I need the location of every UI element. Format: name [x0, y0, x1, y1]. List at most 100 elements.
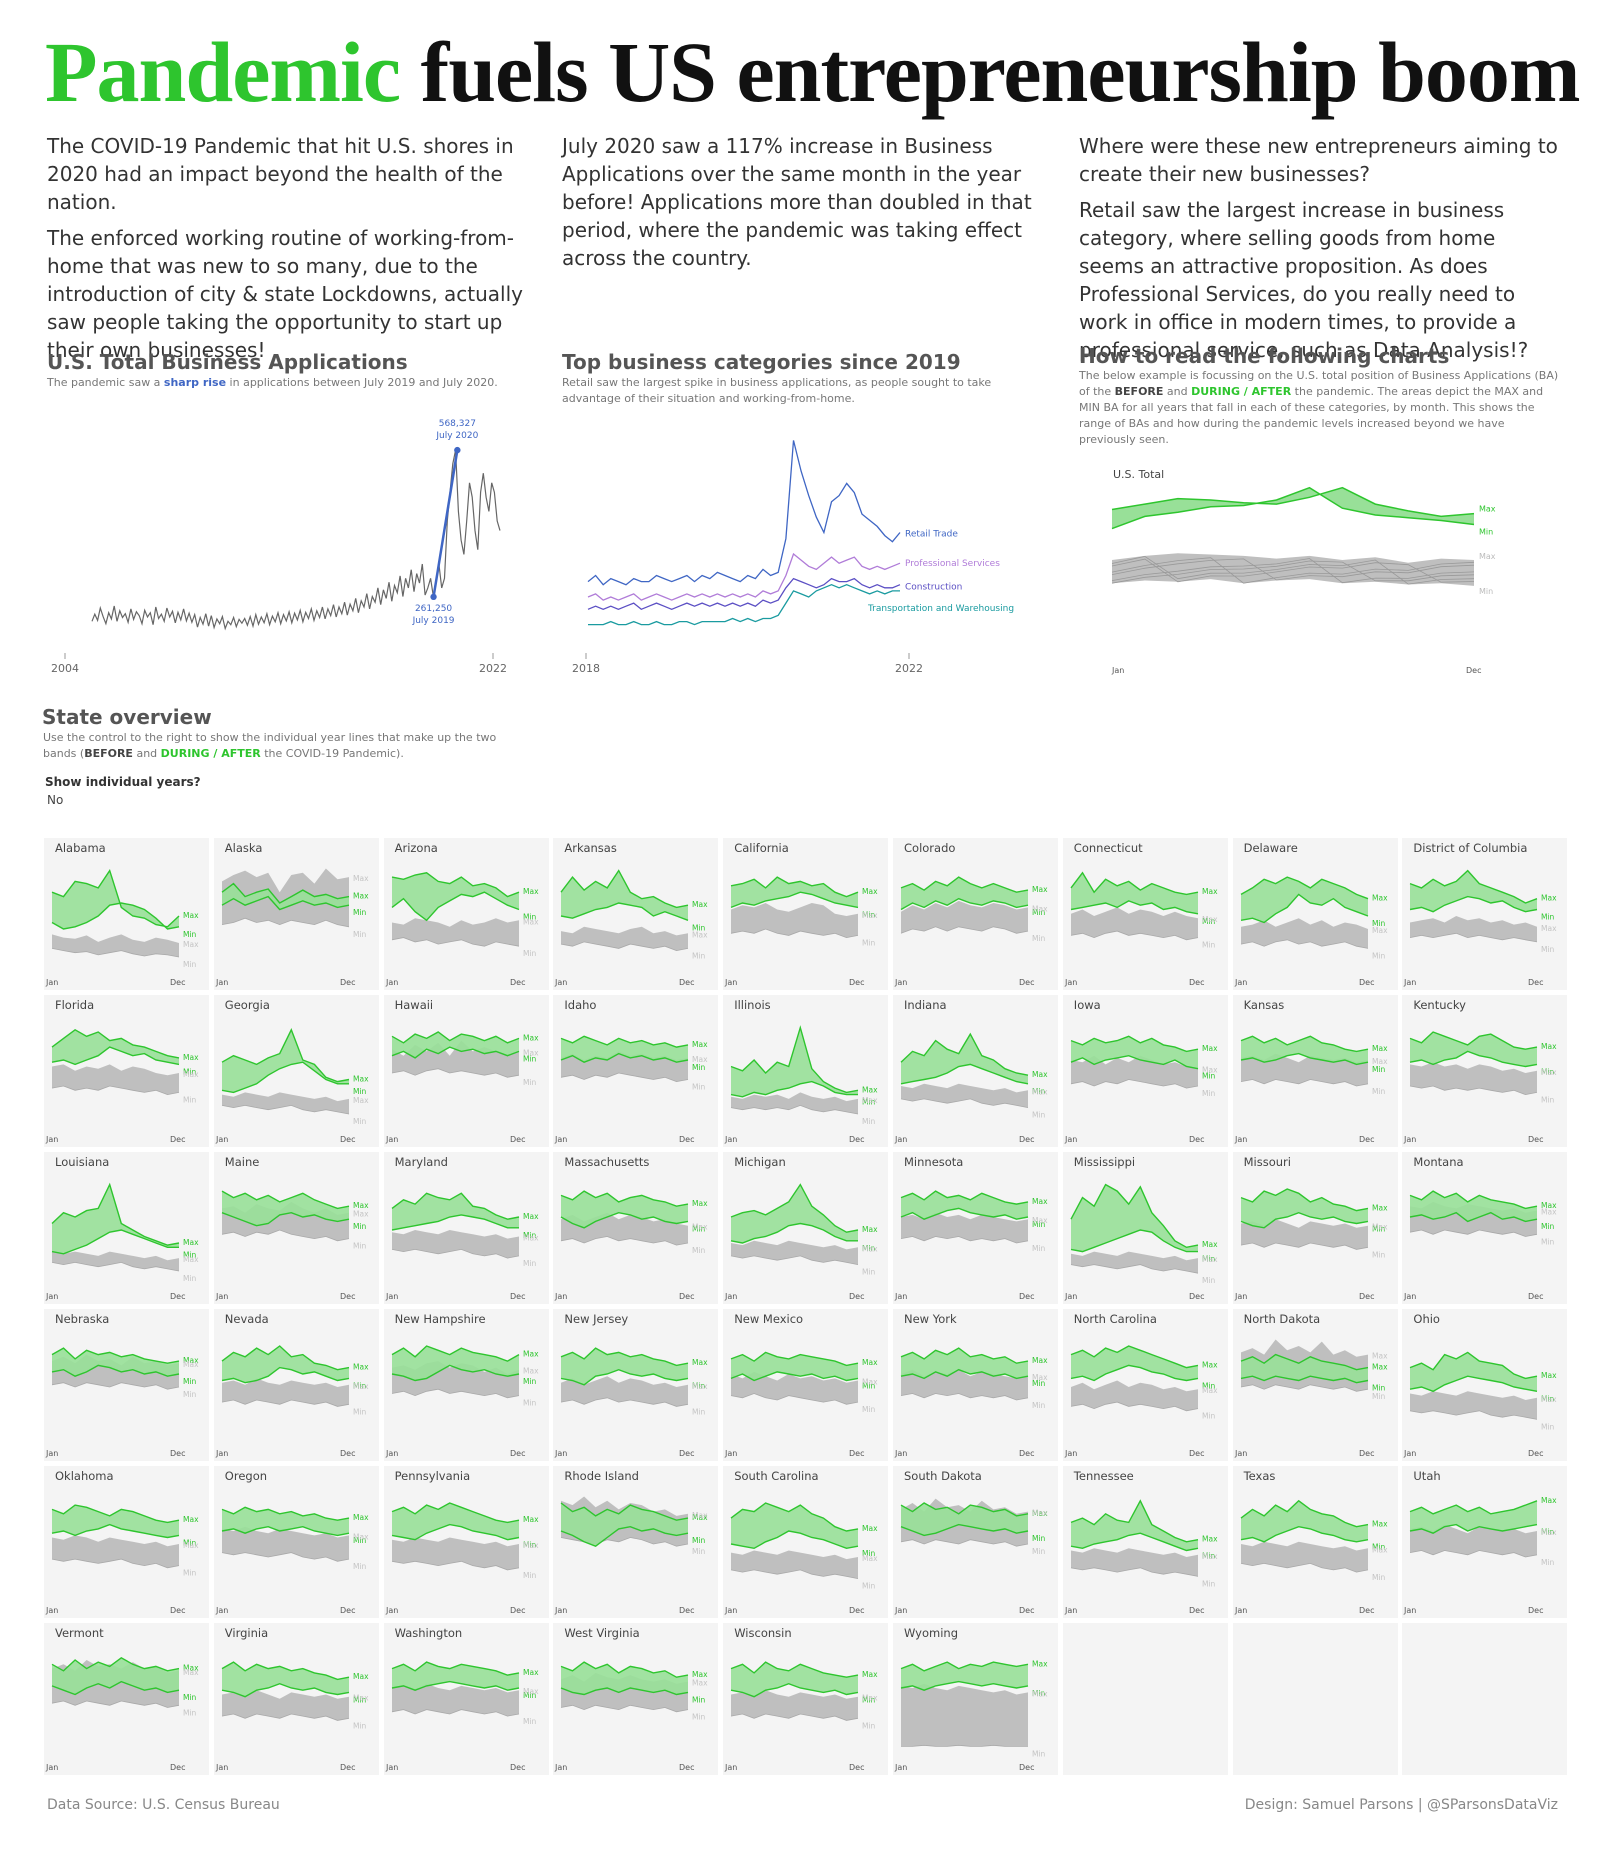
before-min-line: [900, 1539, 1029, 1547]
legend-max: Max: [183, 1255, 199, 1264]
legend-min: Min: [862, 1549, 876, 1558]
during-band: [1240, 1189, 1368, 1228]
legend-max: Max: [862, 1694, 878, 1703]
state-name: New Mexico: [734, 1312, 804, 1326]
during-max-line: [391, 1661, 519, 1676]
legend-min: Min: [523, 1377, 537, 1386]
during-min-line: [900, 1368, 1029, 1380]
x-tick-label: 2022: [479, 662, 507, 675]
legend-max: Max: [1541, 894, 1557, 903]
during-min-line: [1410, 1050, 1538, 1068]
legend-min: Min: [353, 1087, 367, 1096]
x-tick-label: Jan: [45, 1606, 58, 1615]
legend-max: Max: [1202, 915, 1218, 924]
x-tick-label: Jan: [1234, 1606, 1247, 1615]
legend-max: Max: [692, 900, 708, 909]
legend-min: Min: [183, 1390, 197, 1399]
legend-min: Min: [1541, 1095, 1555, 1104]
before-band: [1240, 1541, 1368, 1573]
x-tick-label: Dec: [1528, 1606, 1543, 1615]
state-name: Vermont: [55, 1626, 104, 1640]
x-tick-label: Dec: [1019, 1763, 1034, 1772]
sub-text: and: [132, 747, 161, 760]
during-max-line: [51, 1504, 180, 1524]
during-min-line: [1410, 1211, 1538, 1223]
during-max-line: [221, 1506, 349, 1521]
state-name: Alabama: [55, 841, 106, 855]
before-min-line: [221, 1229, 349, 1242]
x-tick-label: Jan: [45, 978, 58, 987]
x-tick-label: Dec: [170, 1606, 185, 1615]
before-min-line: [51, 1382, 180, 1390]
during-band: [391, 1346, 519, 1381]
before-min-line: [221, 917, 349, 928]
during-min-line: [1070, 1364, 1198, 1382]
before-min-line: [561, 1236, 689, 1246]
legend-min: Min: [1541, 1237, 1555, 1246]
x-tick-label: Dec: [849, 1292, 864, 1301]
before-min-line: [561, 1704, 689, 1713]
before-band: [901, 1212, 1028, 1243]
legend-min: Min: [183, 1067, 197, 1076]
during-band: [1070, 1184, 1198, 1252]
legend-max: Max: [183, 1070, 199, 1079]
x-tick-label: Jan: [385, 1763, 398, 1772]
us-total-title: U.S. Total Business Applications: [47, 350, 408, 374]
before-year-line: [1111, 555, 1475, 585]
before-band: [731, 1092, 859, 1114]
x-tick-label: Dec: [1528, 978, 1543, 987]
x-tick-label: Dec: [679, 1606, 694, 1615]
legend-min: Min: [862, 1405, 876, 1414]
before-min-line: [900, 926, 1029, 934]
state-name: New Hampshire: [394, 1312, 486, 1326]
legend-max: Max: [523, 1350, 539, 1359]
x-tick-label: Dec: [1359, 1449, 1374, 1458]
legend-min: Min: [183, 960, 197, 969]
during-max-line: [731, 876, 859, 898]
x-tick-label: Jan: [1234, 1449, 1247, 1458]
x-tick-label: Dec: [679, 1449, 694, 1458]
legend-min: Min: [353, 1407, 367, 1416]
state-panel: Ohio Max Min Max Min Jan Dec: [1402, 1309, 1568, 1461]
state-name: Nebraska: [55, 1312, 110, 1326]
annotation-label: July 2019: [412, 616, 455, 626]
during-band: [901, 1191, 1028, 1220]
during-min-line: [221, 1682, 349, 1698]
legend-min: Min: [1202, 1551, 1216, 1560]
x-tick-label: Jan: [45, 1292, 58, 1301]
x-tick-label: Jan: [45, 1449, 58, 1458]
during-band: [1410, 870, 1538, 912]
during-max-line: [51, 1028, 180, 1059]
show-years-control[interactable]: No: [47, 793, 64, 807]
before-min-line: [731, 1569, 859, 1579]
during-band: [221, 1662, 349, 1697]
x-tick-label: Dec: [510, 1606, 525, 1615]
during-max-line: [221, 1028, 349, 1083]
before-band: [731, 903, 859, 938]
legend-min: Min: [1032, 1401, 1046, 1410]
sub-text: and: [1163, 385, 1192, 398]
during-min-line: [561, 1687, 689, 1696]
legend-max: Max: [862, 887, 878, 896]
state-panel: New Jersey Max Min Max Min Jan Dec: [553, 1309, 719, 1461]
legend-min: Min: [1032, 1244, 1046, 1253]
x-tick-label: Dec: [510, 1449, 525, 1458]
legend-max: Max: [183, 1541, 199, 1550]
legend-max: Max: [1202, 1255, 1218, 1264]
x-tick-label: Jan: [724, 978, 737, 987]
before-band: [1240, 918, 1368, 949]
before-min-line: [1240, 939, 1368, 949]
legend-min: Min: [862, 1117, 876, 1126]
sub-text: The pandemic saw a: [47, 376, 164, 389]
during-min-line: [731, 1080, 859, 1098]
state-name: West Virginia: [564, 1626, 640, 1640]
x-tick-label: Dec: [510, 1763, 525, 1772]
